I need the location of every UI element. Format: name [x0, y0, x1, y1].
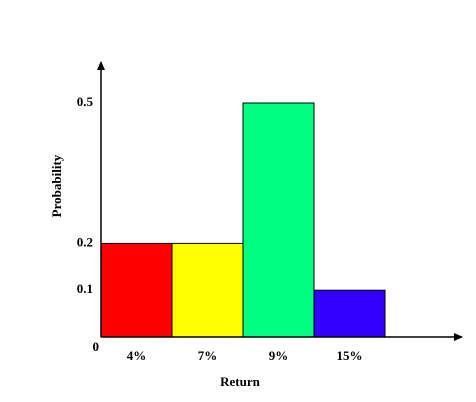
y-axis-label: Probability — [49, 154, 64, 217]
bar — [100, 242, 173, 338]
y-tick-label: 0.5 — [77, 94, 94, 109]
y-tick-label: 0.2 — [77, 234, 93, 249]
x-tick-label: 15% — [337, 348, 363, 363]
x-tick-label: 7% — [198, 348, 218, 363]
x-tick-label: 9% — [269, 348, 289, 363]
y-tick-label: 0 — [93, 339, 100, 354]
bar — [313, 289, 386, 338]
x-axis-label: Return — [220, 374, 260, 389]
bar — [242, 102, 315, 338]
x-tick-label: 4% — [127, 348, 147, 363]
y-tick-label: 0.1 — [77, 281, 93, 296]
bar — [171, 242, 244, 338]
